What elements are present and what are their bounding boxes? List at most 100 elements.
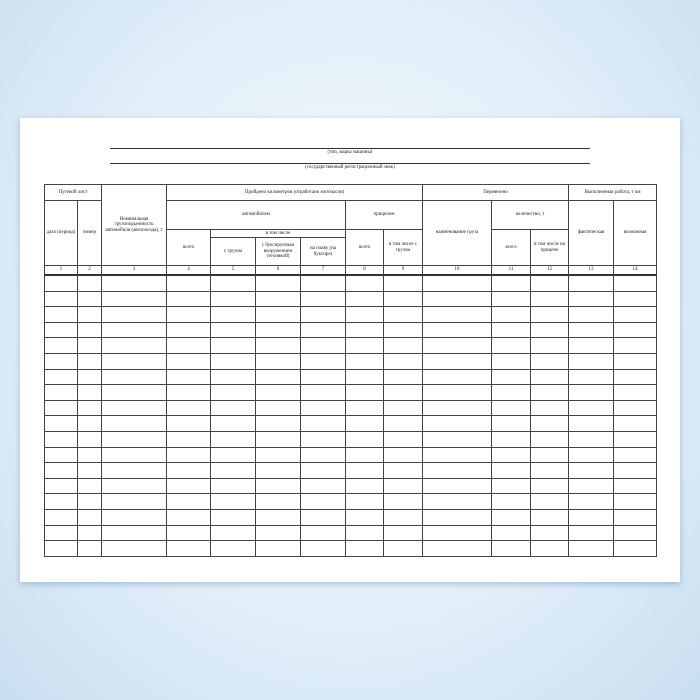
table-cell[interactable]	[345, 524, 384, 542]
table-cell[interactable]	[77, 321, 102, 339]
table-cell[interactable]	[166, 399, 211, 417]
table-cell[interactable]	[382, 384, 424, 401]
table-cell[interactable]	[613, 368, 658, 386]
table-cell[interactable]	[44, 274, 78, 292]
table-cell[interactable]	[422, 352, 493, 370]
table-cell[interactable]	[77, 540, 102, 557]
table-cell[interactable]	[44, 306, 78, 323]
table-cell[interactable]	[491, 321, 532, 339]
table-cell[interactable]	[77, 384, 102, 401]
table-cell[interactable]	[613, 352, 658, 370]
table-cell[interactable]	[77, 337, 102, 354]
table-cell[interactable]	[613, 306, 658, 323]
table-cell[interactable]	[166, 352, 211, 370]
table-cell[interactable]	[530, 446, 570, 464]
table-cell[interactable]	[568, 477, 615, 495]
table-cell[interactable]	[101, 337, 167, 354]
table-cell[interactable]	[300, 493, 346, 510]
table-cell[interactable]	[210, 540, 256, 557]
table-cell[interactable]	[530, 321, 570, 339]
table-cell[interactable]	[166, 462, 211, 479]
table-cell[interactable]	[491, 337, 532, 354]
table-cell[interactable]	[491, 384, 532, 401]
table-cell[interactable]	[77, 274, 102, 292]
table-cell[interactable]	[166, 524, 211, 542]
table-cell[interactable]	[101, 368, 167, 386]
table-cell[interactable]	[422, 524, 493, 542]
table-cell[interactable]	[491, 462, 532, 479]
table-cell[interactable]	[101, 352, 167, 370]
table-cell[interactable]	[101, 384, 167, 401]
table-cell[interactable]	[382, 477, 424, 495]
table-cell[interactable]	[422, 306, 493, 323]
table-cell[interactable]	[300, 384, 346, 401]
table-cell[interactable]	[255, 415, 301, 432]
table-cell[interactable]	[613, 290, 658, 308]
table-cell[interactable]	[422, 337, 493, 354]
table-cell[interactable]	[77, 368, 102, 386]
table-cell[interactable]	[422, 430, 493, 448]
table-cell[interactable]	[210, 524, 256, 542]
table-cell[interactable]	[101, 415, 167, 432]
table-cell[interactable]	[300, 368, 346, 386]
table-cell[interactable]	[166, 274, 211, 292]
table-cell[interactable]	[210, 399, 256, 417]
table-cell[interactable]	[345, 508, 384, 526]
table-cell[interactable]	[255, 493, 301, 510]
table-cell[interactable]	[300, 352, 346, 370]
table-cell[interactable]	[530, 462, 570, 479]
table-cell[interactable]	[568, 384, 615, 401]
table-cell[interactable]	[166, 477, 211, 495]
table-cell[interactable]	[101, 493, 167, 510]
table-cell[interactable]	[255, 540, 301, 557]
table-cell[interactable]	[101, 430, 167, 448]
table-cell[interactable]	[44, 493, 78, 510]
table-cell[interactable]	[491, 368, 532, 386]
table-cell[interactable]	[300, 337, 346, 354]
table-cell[interactable]	[568, 337, 615, 354]
table-cell[interactable]	[300, 430, 346, 448]
table-cell[interactable]	[255, 446, 301, 464]
table-cell[interactable]	[77, 306, 102, 323]
table-cell[interactable]	[210, 430, 256, 448]
table-cell[interactable]	[568, 493, 615, 510]
table-cell[interactable]	[101, 462, 167, 479]
table-cell[interactable]	[300, 462, 346, 479]
table-cell[interactable]	[422, 399, 493, 417]
table-cell[interactable]	[530, 493, 570, 510]
table-cell[interactable]	[77, 462, 102, 479]
table-cell[interactable]	[300, 540, 346, 557]
table-cell[interactable]	[345, 446, 384, 464]
table-cell[interactable]	[210, 368, 256, 386]
table-cell[interactable]	[491, 477, 532, 495]
table-cell[interactable]	[568, 508, 615, 526]
table-cell[interactable]	[255, 337, 301, 354]
table-cell[interactable]	[530, 430, 570, 448]
table-cell[interactable]	[530, 508, 570, 526]
table-cell[interactable]	[530, 290, 570, 308]
table-cell[interactable]	[491, 446, 532, 464]
table-cell[interactable]	[530, 384, 570, 401]
table-cell[interactable]	[44, 290, 78, 308]
table-cell[interactable]	[77, 524, 102, 542]
table-cell[interactable]	[44, 384, 78, 401]
table-cell[interactable]	[613, 524, 658, 542]
table-cell[interactable]	[300, 508, 346, 526]
table-cell[interactable]	[422, 384, 493, 401]
table-cell[interactable]	[345, 368, 384, 386]
table-cell[interactable]	[345, 384, 384, 401]
table-cell[interactable]	[210, 321, 256, 339]
table-cell[interactable]	[166, 337, 211, 354]
table-cell[interactable]	[101, 508, 167, 526]
table-cell[interactable]	[44, 446, 78, 464]
table-cell[interactable]	[530, 352, 570, 370]
table-cell[interactable]	[101, 477, 167, 495]
table-cell[interactable]	[101, 290, 167, 308]
table-cell[interactable]	[613, 508, 658, 526]
table-cell[interactable]	[530, 399, 570, 417]
table-cell[interactable]	[44, 508, 78, 526]
table-cell[interactable]	[568, 352, 615, 370]
table-cell[interactable]	[422, 321, 493, 339]
table-cell[interactable]	[255, 508, 301, 526]
table-cell[interactable]	[613, 337, 658, 354]
